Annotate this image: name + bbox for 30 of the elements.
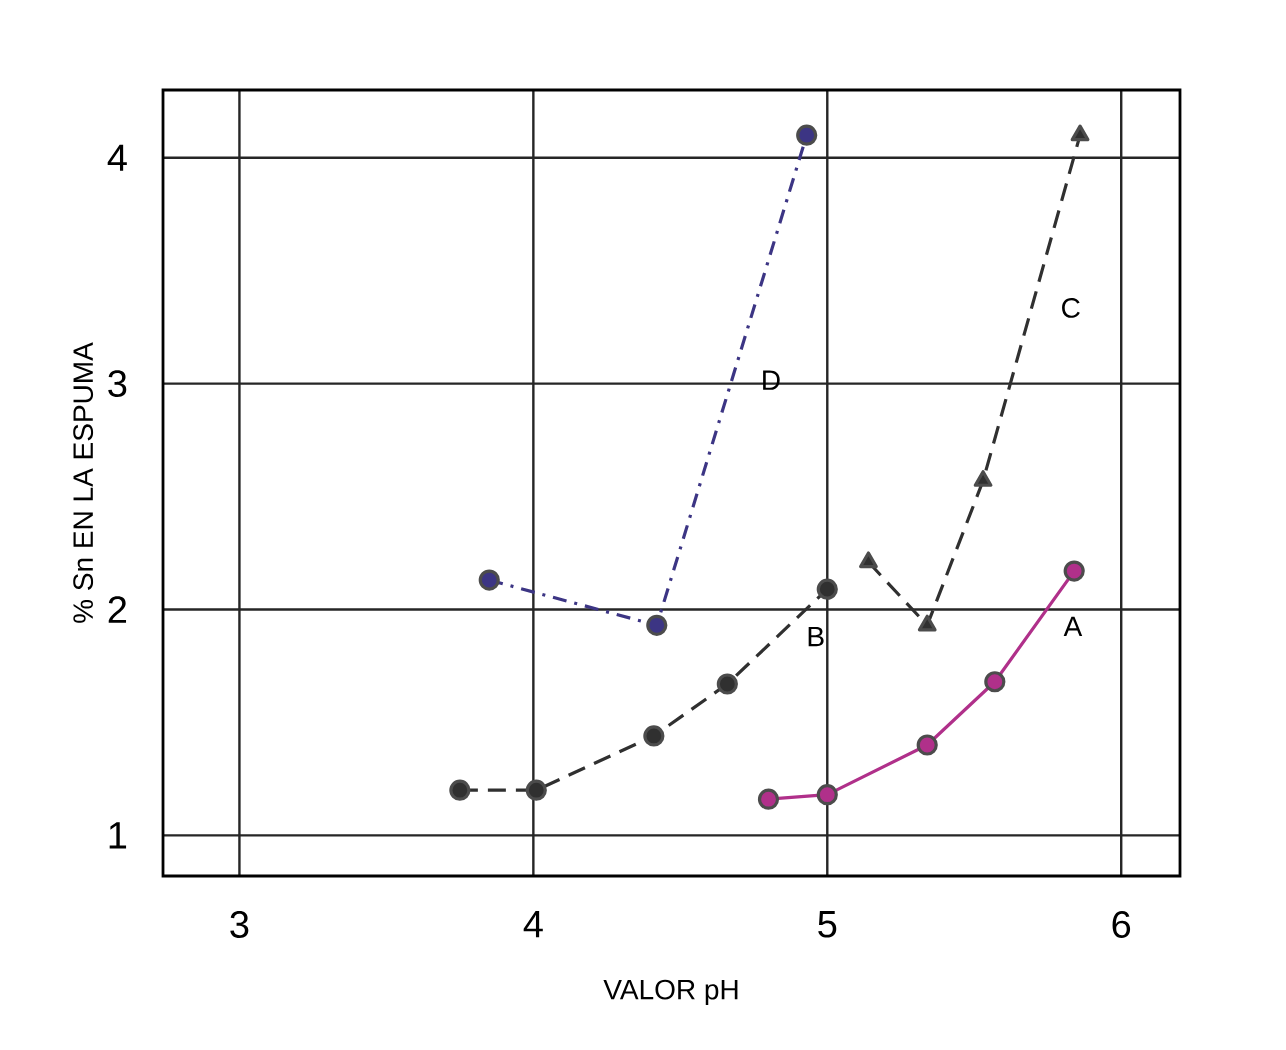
- point: [757, 788, 780, 810]
- point: [984, 671, 1006, 693]
- series-label: B: [808, 626, 824, 647]
- point: [449, 779, 471, 801]
- series-label: C: [1062, 298, 1080, 318]
- point: [796, 124, 818, 146]
- x-tick-label: 6: [1112, 911, 1131, 938]
- point: [1063, 560, 1085, 582]
- point: [816, 578, 838, 600]
- point: [816, 784, 838, 806]
- y-tick-label: 4: [107, 144, 127, 171]
- point: [525, 779, 547, 801]
- point: [917, 614, 937, 632]
- point: [1070, 124, 1090, 142]
- point: [859, 551, 878, 569]
- x-tick-label: 3: [230, 911, 249, 938]
- y-tick-label: 3: [108, 370, 127, 398]
- point: [478, 569, 500, 591]
- point: [646, 614, 668, 636]
- y-tick-label: 1: [109, 822, 127, 849]
- x-tick-label: 5: [818, 911, 837, 938]
- x-tick-label: 4: [523, 911, 543, 938]
- x-axis-title: VALOR pH: [603, 979, 738, 1006]
- y-tick-label: 2: [108, 596, 127, 623]
- point: [716, 673, 738, 695]
- y-axis-title: % Sn EN LA ESPUMA: [73, 342, 94, 623]
- point: [643, 725, 665, 747]
- point: [916, 734, 938, 756]
- point: [973, 470, 993, 487]
- series-label: A: [1063, 616, 1083, 637]
